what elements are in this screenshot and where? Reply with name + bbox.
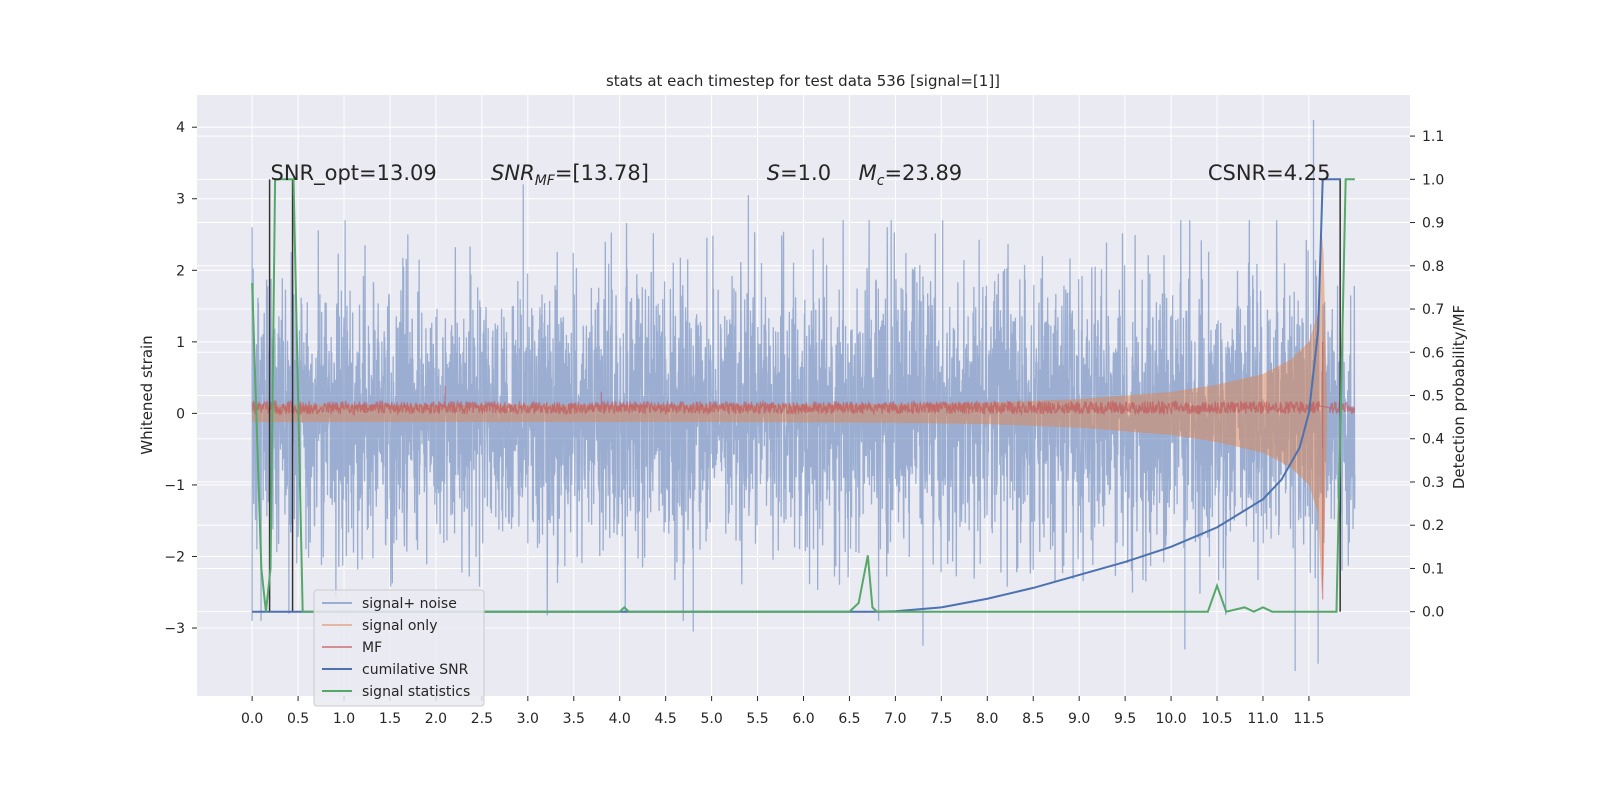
x-tick-label: 5.0 bbox=[700, 711, 722, 727]
annotation-4: Mc=23.89 bbox=[859, 161, 963, 189]
y2-axis-label: Detection probability/MF bbox=[1450, 305, 1468, 489]
y-tick-label: 1 bbox=[176, 335, 185, 351]
x-tick-label: 5.5 bbox=[746, 711, 768, 727]
y2-tick-label: 0.6 bbox=[1422, 345, 1444, 361]
legend: signal+ noise signal only MF cumilative SNR… bbox=[313, 589, 485, 707]
x-tick-label: 2.5 bbox=[471, 711, 493, 727]
annotation-2: SNRMF=[13.78] bbox=[491, 161, 649, 189]
x-tick-label: 8.5 bbox=[1022, 711, 1044, 727]
series-layer bbox=[251, 120, 1356, 671]
x-tick-label: 11.5 bbox=[1293, 711, 1324, 727]
x-tick-label: 2.0 bbox=[425, 711, 447, 727]
y-axis-right: 0.0 0.1 0.2 0.3 0.4 0.5 0.6 0.7 0.8 0.9 1.0 1.1 bbox=[1410, 129, 1444, 621]
y-tick-label: 0 bbox=[176, 406, 185, 422]
x-tick-label: 8.0 bbox=[976, 711, 998, 727]
y2-tick-label: 0.7 bbox=[1422, 302, 1444, 318]
x-tick-label: 9.5 bbox=[1114, 711, 1136, 727]
x-tick-label: 9.0 bbox=[1068, 711, 1090, 727]
legend-label: signal only bbox=[362, 618, 437, 634]
series-signal-plus-noise bbox=[251, 120, 1356, 671]
legend-box bbox=[313, 589, 485, 707]
y2-tick-label: 0.9 bbox=[1422, 216, 1444, 232]
y-axis-left: −3 −2 −1 0 1 2 3 4 bbox=[164, 120, 197, 637]
x-tick-label: 0.0 bbox=[241, 711, 263, 727]
y-axis-label: Whitened strain bbox=[138, 335, 156, 454]
y2-tick-label: 0.0 bbox=[1422, 605, 1444, 621]
annotation-5: CSNR=4.25 bbox=[1208, 161, 1331, 185]
y-tick-label: −2 bbox=[164, 549, 185, 565]
legend-label: signal statistics bbox=[362, 684, 470, 700]
y-tick-label: 2 bbox=[176, 263, 185, 279]
chart-title: stats at each timestep for test data 536… bbox=[606, 72, 1000, 90]
x-tick-label: 7.0 bbox=[884, 711, 906, 727]
y2-tick-label: 0.4 bbox=[1422, 432, 1444, 448]
x-tick-label: 4.0 bbox=[609, 711, 631, 727]
y2-tick-label: 0.3 bbox=[1422, 475, 1444, 491]
y2-tick-label: 0.8 bbox=[1422, 259, 1444, 275]
y2-tick-label: 0.5 bbox=[1422, 389, 1444, 405]
x-axis: 0.0 0.5 1.0 1.5 2.0 2.5 3.0 3.5 4.0 4.5 5.0 5.5 6.0 6… bbox=[241, 696, 1325, 727]
x-tick-label: 1.0 bbox=[333, 711, 355, 727]
series-mf bbox=[251, 341, 1356, 600]
y-tick-label: −1 bbox=[164, 478, 185, 494]
annotation-1: SNR_opt=13.09 bbox=[271, 161, 437, 186]
x-tick-label: 1.5 bbox=[379, 711, 401, 727]
x-tick-label: 4.5 bbox=[655, 711, 677, 727]
legend-label: cumilative SNR bbox=[362, 662, 469, 678]
series-signal-statistics bbox=[251, 178, 1355, 613]
x-tick-label: 0.5 bbox=[287, 711, 309, 727]
x-tick-label: 3.0 bbox=[517, 711, 539, 727]
x-tick-label: 6.5 bbox=[838, 711, 860, 727]
legend-label: signal+ noise bbox=[362, 596, 457, 612]
x-tick-label: 10.0 bbox=[1155, 711, 1186, 727]
x-tick-label: 7.5 bbox=[930, 711, 952, 727]
annotations: SNR_opt=13.09 SNRMF=[13.78] S=1.0 Mc=23.89 C… bbox=[271, 161, 1331, 189]
y2-tick-label: 1.1 bbox=[1422, 129, 1444, 145]
legend-label: MF bbox=[362, 640, 382, 656]
y2-tick-label: 0.1 bbox=[1422, 561, 1444, 577]
y-tick-label: −3 bbox=[164, 621, 185, 637]
y-tick-label: 4 bbox=[176, 120, 185, 136]
y-tick-label: 3 bbox=[176, 192, 185, 208]
y2-tick-label: 0.2 bbox=[1422, 518, 1444, 534]
series-signal-only bbox=[252, 233, 1355, 594]
y2-tick-label: 1.0 bbox=[1422, 172, 1444, 188]
x-tick-label: 10.5 bbox=[1201, 711, 1232, 727]
x-tick-label: 11.0 bbox=[1247, 711, 1278, 727]
annotation-3: S=1.0 bbox=[767, 161, 831, 185]
x-tick-label: 6.0 bbox=[792, 711, 814, 727]
x-tick-label: 3.5 bbox=[563, 711, 585, 727]
